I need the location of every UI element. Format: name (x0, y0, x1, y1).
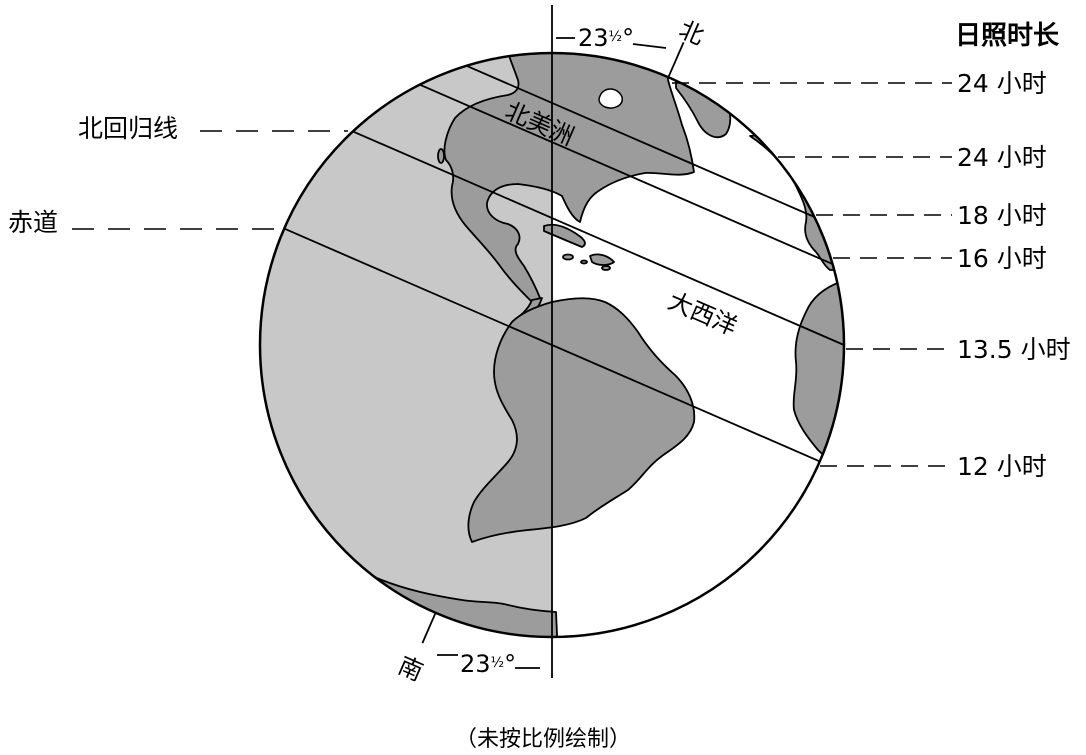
latitude-line-16h (419, 83, 833, 265)
tropic-of-cancer-label: 北回归线 (78, 114, 178, 143)
north-pole-label: 北 (675, 15, 708, 50)
tilt-angle-top-label: 23½° (578, 24, 634, 52)
tilt-angle-top-right-dash (632, 43, 667, 49)
north-axis-line (667, 42, 685, 78)
scale-caption: （未按比例绘制） (455, 727, 631, 752)
daylight-label-north-pole: 24 小时 (957, 69, 1047, 98)
south-axis-line (421, 612, 437, 644)
equator-label: 赤道 (8, 208, 58, 237)
daylight-label-tropic: 13.5 小时 (957, 335, 1071, 364)
globe (258, 51, 846, 639)
daylight-label-18h: 18 小时 (957, 201, 1047, 230)
daylight-label-16h: 16 小时 (957, 244, 1047, 273)
daylight-label-equator: 12 小时 (957, 452, 1047, 481)
tilt-angle-top: 23½° (556, 24, 667, 52)
latitude-label-group: 北回归线 赤道 (8, 114, 348, 237)
daylight-header-title: 日照时长 (955, 21, 1060, 51)
africa-landmass (792, 281, 844, 469)
daylight-label-arctic-circle: 24 小时 (957, 143, 1047, 172)
west-coast-island (437, 148, 445, 164)
tilt-angle-bottom-label: 23½° (460, 650, 516, 678)
caribbean-island-small (580, 259, 588, 265)
latitude-line-18h (466, 64, 815, 218)
caribbean-island-jamaica (562, 253, 574, 261)
south-america-landmass (467, 297, 696, 543)
caribbean-island-cuba (543, 223, 586, 248)
caribbean-island-hispaniola (589, 253, 615, 266)
daylight-legend: 日照时长 24 小时 24 小时 18 小时 16 小时 13.5 小时 12 … (672, 21, 1071, 481)
hudson-bay (598, 88, 623, 109)
south-pole-label: 南 (394, 651, 427, 686)
caribbean-island-puerto-rico (601, 265, 611, 271)
north-america-landmass (443, 53, 695, 303)
tilt-angle-bottom: 23½° (437, 650, 540, 678)
tropic-of-cancer-line (352, 130, 845, 346)
